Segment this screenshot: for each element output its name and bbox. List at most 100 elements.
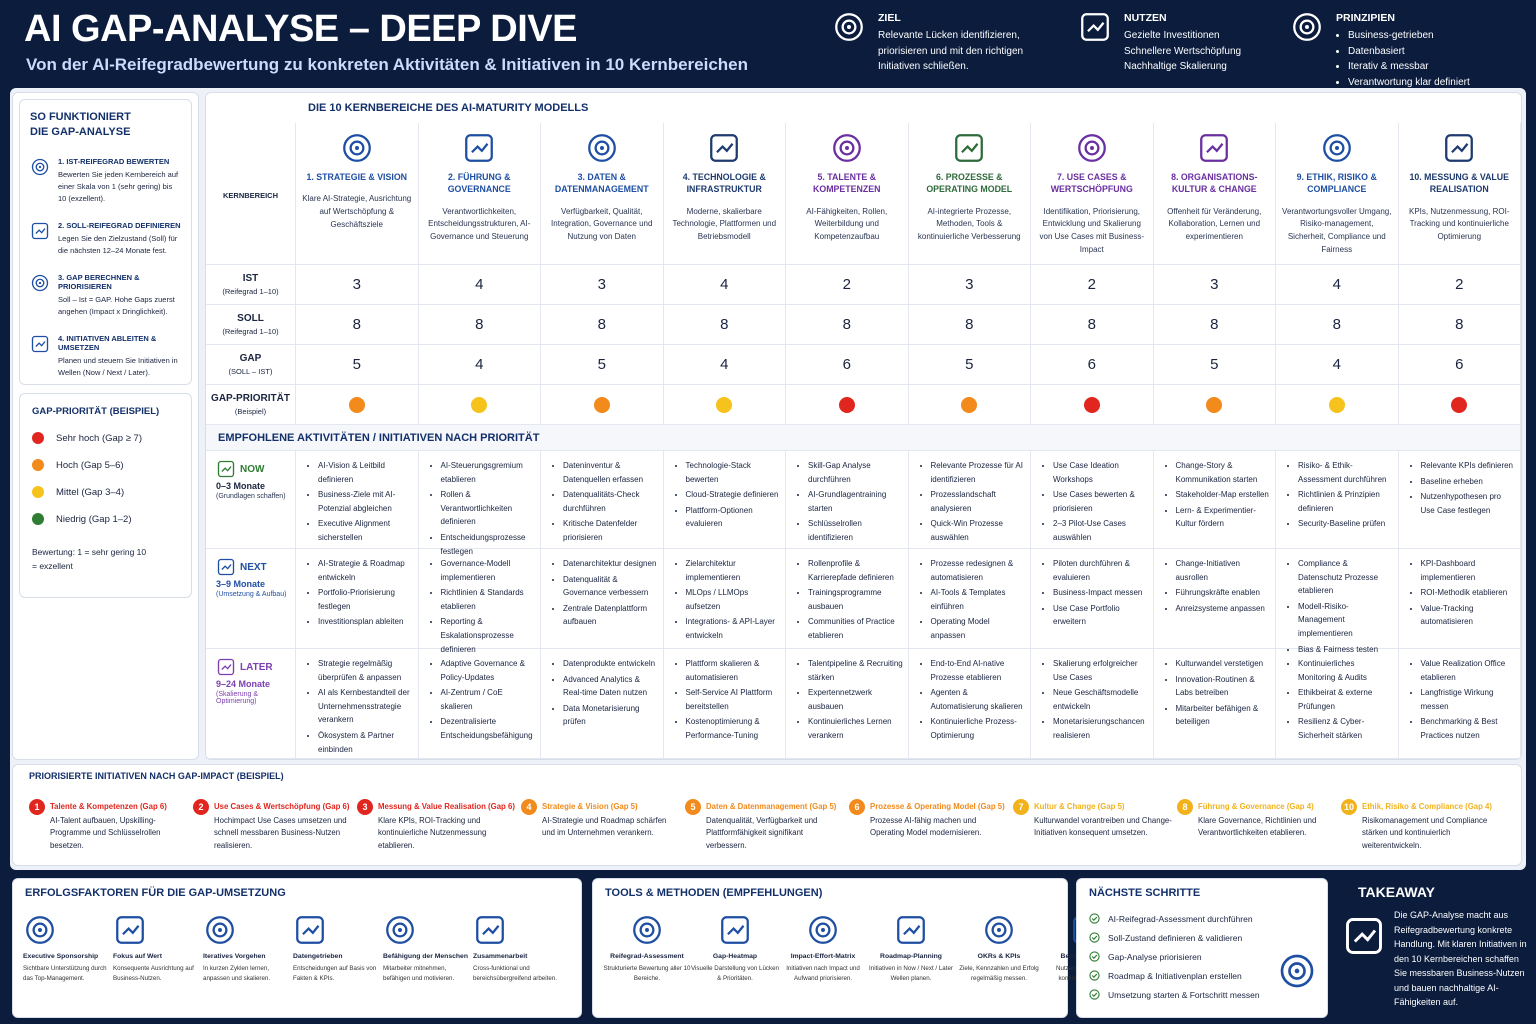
activity-cell: Change-Initiativen ausrollen Führungskräf… (1153, 549, 1276, 649)
success-factors: ERFOLGSFAKTOREN FÜR DIE GAP-UMSETZUNG Exe… (12, 878, 582, 1018)
phase-time: 9–24 Monate (216, 679, 271, 689)
header-bullet: Datenbasiert (1348, 44, 1470, 60)
initiative-body: Klare KPIs, ROI-Tracking und kontinuierl… (378, 816, 487, 850)
initiative-text: Messung & Value Realisation (Gap 6) Klare… (378, 799, 517, 852)
activity: KPI-Dashboard implementieren (1421, 557, 1517, 584)
icon (587, 134, 616, 162)
initiative-number: 7 (1013, 799, 1029, 815)
activity: Advanced Analytics & Real-time Daten nut… (563, 673, 659, 700)
activity: Entscheidungsprozesse festlegen (441, 531, 537, 558)
header-block-text: ZIEL Relevante Lücken identifizieren, pri… (878, 10, 1038, 75)
activity: Stakeholder-Map erstellen (1176, 488, 1272, 502)
initiative: 7 Kultur & Change (Gap 5) Kulturwandel vor… (1013, 799, 1173, 852)
check-icon (1089, 951, 1100, 962)
initiative: 10 Ethik, Risiko & Compliance (Gap 4) Risi… (1341, 799, 1501, 852)
page-subtitle: Von der AI-Reifegradbewertung zu konkret… (26, 55, 749, 74)
area-name: 6. PROZESSE & OPERATING MODEL (926, 172, 1013, 195)
icon (633, 916, 661, 944)
activity: Integrations- & API-Layer entwickeln (686, 615, 782, 642)
success-item: Fokus auf Wert Konsequente Ausrichtung au… (113, 913, 201, 984)
activity-list: Value Realization Office etablierenLangf… (1399, 649, 1521, 743)
success-title: ERFOLGSFAKTOREN FÜR DIE GAP-UMSETZUNG (25, 887, 286, 899)
legend-dot (32, 432, 44, 444)
tools-item-text: Visuelle Darstellung von Lücken & Priori… (691, 965, 779, 982)
header-bullets: Business-getriebenDatenbasiertIterativ &… (1336, 28, 1470, 90)
value: 4 (1332, 276, 1341, 293)
value: 8 (720, 316, 729, 333)
activity: AI-Vision & Leitbild definieren (318, 459, 414, 486)
initiative-number: 10 (1341, 799, 1357, 815)
header-block-title: ZIEL (878, 12, 901, 24)
step-text: 1. IST-REIFEGRAD BEWERTEN Bewerten Sie je… (58, 157, 181, 205)
activity: Communities of Practice etablieren (808, 615, 904, 642)
activity: Business-Impact messen (1053, 586, 1149, 600)
priority-dot (471, 396, 488, 413)
value-cell: 8 (1276, 305, 1399, 345)
success-item-title: Fokus auf Wert (113, 953, 162, 960)
value-cell: 3 (1153, 265, 1276, 305)
phase-label: LATER 9–24 Monate (Skalierung & Optimierun… (206, 649, 296, 759)
tools: TOOLS & METHODEN (EMPFEHLUNGEN) Reifegrad… (592, 878, 1118, 1018)
activity: Plattform skalieren & automatisieren (686, 657, 782, 684)
value-cell: 8 (663, 305, 786, 345)
initiative-title: Prozesse & Operating Model (Gap 5) (870, 802, 1005, 811)
initiative-title: Ethik, Risiko & Compliance (Gap 4) (1362, 802, 1492, 811)
activity: Value Realization Office etablieren (1421, 657, 1517, 684)
area-name: 4. TECHNOLOGIE & INFRASTRUKTUR (682, 172, 766, 195)
initiative-title: Use Cases & Wertschöpfung (Gap 6) (214, 802, 350, 811)
priority-dot (348, 396, 365, 413)
value-cell (296, 385, 419, 425)
success-item: Datengetrieben Entscheidungen auf Basis v… (293, 913, 381, 984)
initiative-title: Kultur & Change (Gap 5) (1034, 802, 1125, 811)
activity: Self-Service AI Plattform bereitstellen (686, 686, 782, 713)
phase-time: 3–9 Monate (216, 579, 266, 589)
row-label: GAP (SOLL – IST) (206, 345, 296, 385)
icon (31, 158, 49, 175)
value-cell: 4 (663, 265, 786, 305)
tools-item-text: Initiativen nach Impact und Aufwand prio… (786, 965, 860, 982)
activity: Langfristige Wirkung messen (1421, 686, 1517, 713)
value-cell (1398, 385, 1521, 425)
icon (1293, 13, 1321, 41)
icon (1445, 134, 1474, 162)
legend-dot (32, 459, 44, 471)
row-sub: (SOLL – IST) (228, 367, 273, 376)
value: 4 (475, 276, 484, 293)
activity-cell: AI-Steuerungsgremium etablierenRollen & … (418, 451, 541, 556)
value-cell: 8 (908, 305, 1031, 345)
initiative-title: Daten & Datenmanagement (Gap 5) (706, 802, 837, 811)
activity: Prozesse redesignen & automatisieren (931, 557, 1027, 584)
activity-cell: Datenprodukte entwickeln Advanced Analyti… (541, 649, 664, 759)
activity: Executive Alignment sicherstellen (318, 517, 414, 544)
activity: Use Case Portfolio erweitern (1053, 602, 1149, 629)
page-title: AI GAP-ANALYSE – DEEP DIVE (24, 8, 577, 50)
activity: Agenten & Automatisierung skalieren (931, 686, 1027, 713)
value: 8 (1332, 316, 1341, 333)
row-label: GAP-PRIORITÄT (Beispiel) (206, 385, 296, 425)
row-title: IST (242, 273, 259, 284)
activity-list: Rollenprofile & Karrierepfade definieren… (786, 549, 908, 643)
activity: Monetarisierungschancen realisieren (1053, 715, 1149, 742)
legend-dot (32, 513, 44, 525)
value-cell (541, 385, 664, 425)
activity-list: Relevante KPIs definieren Baseline erhebe… (1399, 451, 1521, 517)
step-title: 3. GAP BERECHNEN & PRIORISIEREN (58, 272, 140, 291)
value-cell: 8 (296, 305, 419, 345)
step: 2. SOLL-REIFEGRAD DEFINIEREN Legen Sie de… (30, 221, 181, 257)
next-step-text: AI-Reifegrad-Assessment durchführen (1108, 913, 1253, 924)
area-header: 4. TECHNOLOGIE & INFRASTRUKTUR Moderne, s… (663, 123, 786, 265)
success-item-title: Iteratives Vorgehen (203, 953, 266, 960)
initiative-number: 1 (29, 799, 45, 815)
area-name: 3. DATEN & DATENMANAGEMENT (554, 172, 649, 195)
initiative-title: Messung & Value Realisation (Gap 6) (378, 802, 515, 811)
tools-item: Roadmap-Planning Initiativen in Now / Nex… (867, 913, 955, 984)
initiative-text: Kultur & Change (Gap 5) Kulturwandel vora… (1034, 799, 1173, 852)
row-sub: (Reifegrad 1–10) (222, 287, 279, 296)
icon (217, 658, 235, 676)
priority-dot (961, 396, 978, 413)
activity: AI als Kernbestandteil der Unternehmenss… (318, 686, 414, 727)
activity-cell: Zielarchitektur implementierenMLOps / LL… (663, 549, 786, 649)
activity-cell: Use Case Ideation WorkshopsUse Cases bew… (1031, 451, 1154, 549)
initiative-text: Führung & Governance (Gap 4) Klare Govern… (1198, 799, 1337, 852)
header-bullet: Verantwortung klar definiert (1348, 75, 1470, 91)
